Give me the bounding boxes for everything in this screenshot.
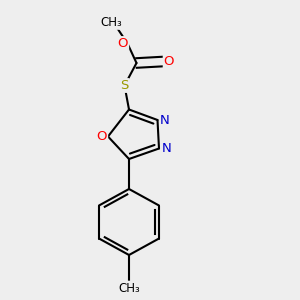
Text: N: N bbox=[162, 142, 171, 155]
Text: O: O bbox=[164, 55, 174, 68]
Text: O: O bbox=[97, 130, 107, 143]
Text: O: O bbox=[118, 37, 128, 50]
Text: S: S bbox=[120, 79, 129, 92]
Text: N: N bbox=[160, 113, 170, 127]
Text: CH₃: CH₃ bbox=[100, 16, 122, 29]
Text: CH₃: CH₃ bbox=[118, 281, 140, 295]
